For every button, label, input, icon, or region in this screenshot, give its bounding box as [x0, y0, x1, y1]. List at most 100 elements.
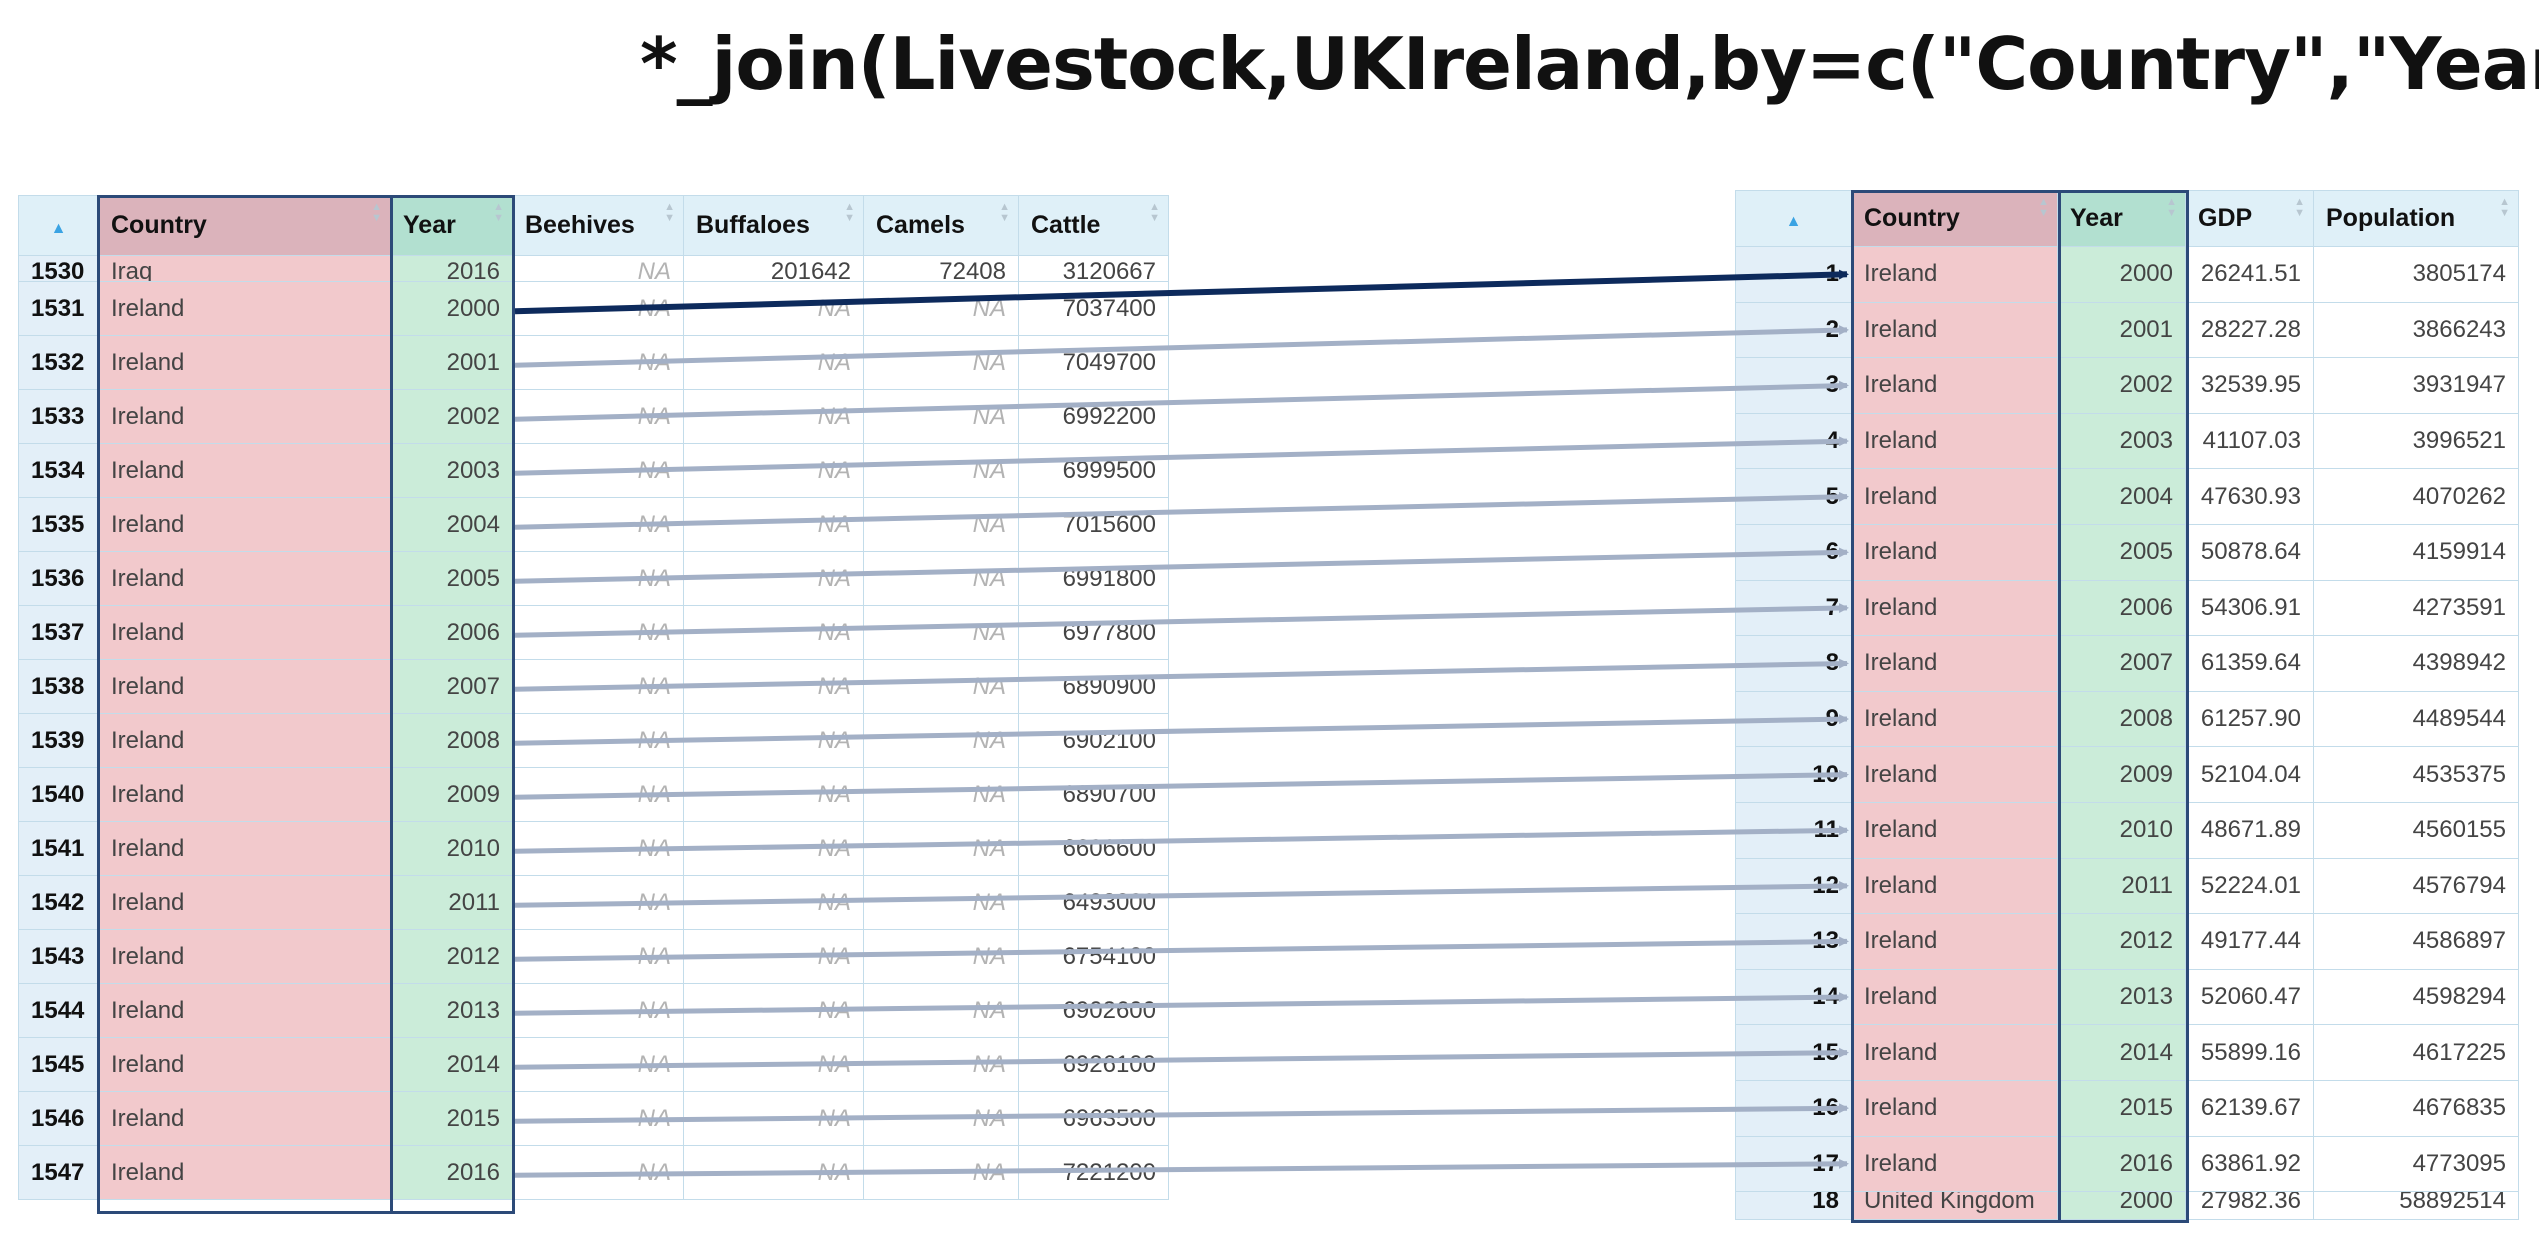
- table-row: 1539 Ireland 2008 NA NA NA 6902100: [18, 713, 1169, 768]
- country-cell: Ireland: [1851, 412, 2058, 470]
- year-cell: 2012: [390, 929, 513, 984]
- join-arrow: [514, 880, 1849, 908]
- table-row: 1534 Ireland 2003 NA NA NA 6999500: [18, 443, 1169, 498]
- join-arrow: [514, 658, 1849, 692]
- year-cell: 2004: [390, 497, 513, 552]
- population-cell: 4676835: [2313, 1079, 2519, 1137]
- gdp-cell: 62139.67: [2185, 1079, 2314, 1137]
- join-arrow: [514, 491, 1849, 530]
- camels-cell: NA: [863, 551, 1019, 606]
- population-cell: 4617225: [2313, 1024, 2519, 1081]
- column-header-country[interactable]: Country ▲ ▼: [98, 195, 391, 256]
- camels-cell: NA: [863, 335, 1019, 390]
- country-cell: Ireland: [1851, 690, 2058, 748]
- buffaloes-cell: NA: [683, 551, 864, 606]
- country-cell: Ireland: [98, 821, 391, 876]
- population-cell: 4576794: [2313, 857, 2519, 915]
- table-row: 1537 Ireland 2006 NA NA NA 6977800: [18, 605, 1169, 660]
- population-cell: 3805174: [2313, 246, 2519, 303]
- gdp-cell: 61359.64: [2185, 635, 2314, 692]
- year-cell: 2003: [390, 443, 513, 498]
- year-cell: 2001: [390, 335, 513, 390]
- column-header-year[interactable]: Year ▲ ▼: [2057, 190, 2186, 247]
- row-index-header[interactable]: ▲: [1735, 190, 1852, 247]
- gdp-cell: 26241.51: [2185, 246, 2314, 303]
- country-cell: Ireland: [1851, 746, 2058, 803]
- year-cell: 2010: [390, 821, 513, 876]
- gdp-cell: 49177.44: [2185, 913, 2314, 970]
- column-header-country[interactable]: Country ▲ ▼: [1851, 190, 2058, 247]
- population-cell: 4159914: [2313, 523, 2519, 581]
- buffaloes-cell: 201642: [683, 255, 864, 282]
- gdp-cell: 52104.04: [2185, 746, 2314, 803]
- column-header-year[interactable]: Year ▲ ▼: [390, 195, 513, 256]
- camels-cell: NA: [863, 821, 1019, 876]
- camels-cell: NA: [863, 281, 1019, 336]
- year-cell: 2013: [2057, 968, 2186, 1026]
- country-cell: Ireland: [1851, 357, 2058, 414]
- cattle-cell: 6493000: [1018, 875, 1169, 930]
- column-header-beehives[interactable]: Beehives ▲ ▼: [512, 195, 684, 256]
- join-arrow: [514, 714, 1849, 746]
- year-cell: 2007: [2057, 635, 2186, 692]
- cattle-cell: 3120667: [1018, 255, 1169, 282]
- join-arrow: [514, 380, 1849, 422]
- cattle-cell: 6902100: [1018, 713, 1169, 768]
- table-row: 1536 Ireland 2005 NA NA NA 6991800: [18, 551, 1169, 606]
- sort-ascending-icon: ▲: [1785, 213, 1802, 230]
- join-arrow: [514, 547, 1849, 584]
- column-header-cattle[interactable]: Cattle ▲ ▼: [1018, 195, 1169, 256]
- country-cell: Ireland: [1851, 635, 2058, 692]
- population-cell: 4773095: [2313, 1135, 2519, 1193]
- row-id: 1546: [18, 1091, 99, 1146]
- population-cell: 4586897: [2313, 913, 2519, 970]
- year-cell: 2011: [2057, 857, 2186, 915]
- row-id: 18: [1735, 1191, 1852, 1221]
- row-index-header[interactable]: ▲: [18, 195, 99, 256]
- year-cell: 2009: [2057, 746, 2186, 803]
- year-cell: 2006: [390, 605, 513, 660]
- year-cell: 2010: [2057, 801, 2186, 859]
- join-arrow: [514, 1158, 1849, 1178]
- sort-icon: ▲ ▼: [2294, 196, 2305, 219]
- camels-cell: NA: [863, 767, 1019, 822]
- gdp-cell: 61257.90: [2185, 690, 2314, 748]
- sort-icon: ▲ ▼: [664, 201, 675, 224]
- year-cell: 2016: [2057, 1135, 2186, 1193]
- cattle-cell: 6890900: [1018, 659, 1169, 714]
- population-cell: 3866243: [2313, 301, 2519, 359]
- row-id: 1542: [18, 875, 99, 930]
- row-id: 1541: [18, 821, 99, 876]
- table-row-partial: 18 United Kingdom 2000 27982.36 58892514: [1735, 1191, 2519, 1221]
- country-cell: Ireland: [1851, 301, 2058, 359]
- table-row: 1547Ireland2016NANANA7221200: [18, 1145, 1169, 1200]
- year-cell: 2007: [390, 659, 513, 714]
- country-cell: Ireland: [98, 443, 391, 498]
- gdp-cell: 48671.89: [2185, 801, 2314, 859]
- row-id: 1540: [18, 767, 99, 822]
- year-cell: 2014: [390, 1037, 513, 1092]
- cattle-cell: 6926100: [1018, 1037, 1169, 1092]
- camels-cell: NA: [863, 875, 1019, 930]
- column-header-population[interactable]: Population ▲ ▼: [2313, 190, 2519, 247]
- column-header-camels[interactable]: Camels ▲ ▼: [863, 195, 1019, 256]
- table-row: 13 Ireland 2012 49177.44 4586897: [1735, 913, 2519, 970]
- column-header-buffaloes[interactable]: Buffaloes ▲ ▼: [683, 195, 864, 256]
- population-cell: 4489544: [2313, 690, 2519, 748]
- year-cell: 2006: [2057, 579, 2186, 637]
- table-row: 1540Ireland2009NANANA6890700: [18, 767, 1169, 822]
- table-row-partial: 1530 Iraq 2016 NA 201642 72408 3120667: [18, 255, 1169, 282]
- column-header-gdp[interactable]: GDP ▲ ▼: [2185, 190, 2314, 247]
- row-id: 1530: [18, 255, 99, 282]
- country-cell: Ireland: [98, 551, 391, 606]
- population-cell: 4398942: [2313, 635, 2519, 692]
- sort-icon: ▲ ▼: [2038, 196, 2049, 219]
- country-cell: Ireland: [98, 335, 391, 390]
- cattle-cell: 7049700: [1018, 335, 1169, 390]
- row-id: 1537: [18, 605, 99, 660]
- join-arrow: [514, 603, 1849, 638]
- join-arrow: [514, 1047, 1849, 1070]
- gdp-cell: 32539.95: [2185, 357, 2314, 414]
